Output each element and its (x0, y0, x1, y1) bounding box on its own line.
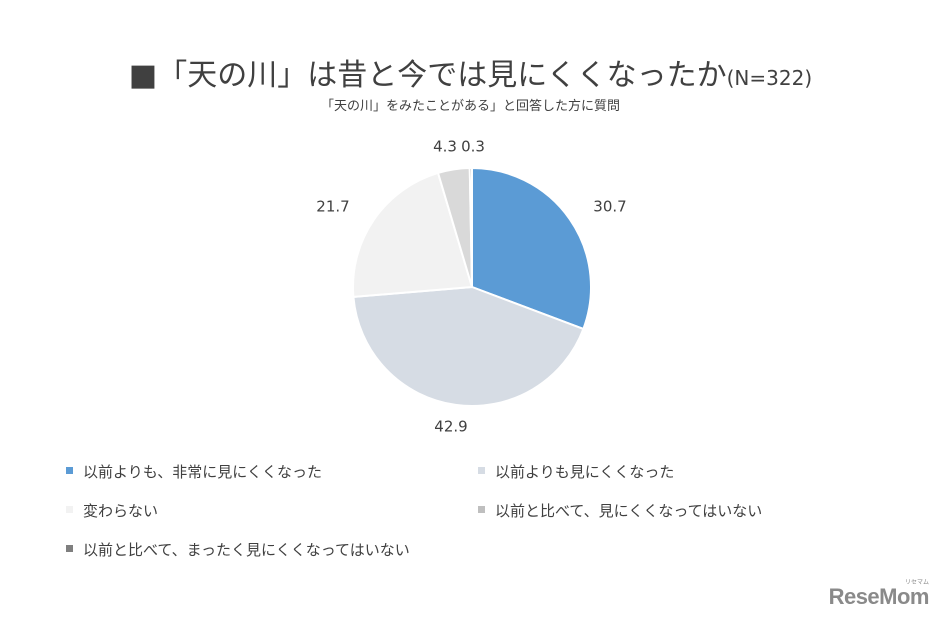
data-label-very-much-harder: 30.7 (593, 198, 626, 216)
chart-title: ■「天の川」は昔と今では見にくくなったか(N=322) (0, 58, 941, 96)
legend-label: 以前よりも見にくくなった (495, 463, 675, 481)
legend-item-very-much-harder: 以前よりも、非常に見にくくなった (66, 462, 322, 482)
legend-swatch (66, 506, 73, 513)
data-label-not-at-all-harder: 0.3 (461, 138, 485, 156)
legend-swatch (66, 467, 73, 474)
legend-label: 以前と比べて、見にくくなってはいない (495, 502, 763, 520)
legend-label: 変わらない (83, 502, 159, 520)
data-label-unchanged: 21.7 (316, 198, 349, 216)
legend-label: 以前よりも、非常に見にくくなった (83, 463, 322, 481)
logo-text: ReseMom (828, 584, 930, 609)
legend-item-harder: 以前よりも見にくくなった (478, 462, 674, 482)
data-label-harder: 42.9 (434, 418, 467, 436)
legend-item-unchanged: 変わらない (66, 501, 158, 521)
pie-slice-harder (352, 285, 585, 408)
resemom-logo: ReseMom リセマム (828, 580, 930, 610)
logo-subtext: リセマム (904, 580, 929, 586)
pie-slice-not-at-all-harder (468, 166, 473, 288)
chart-title-sample-size: (N=322) (726, 66, 813, 90)
legend-swatch (478, 506, 485, 513)
legend-swatch (66, 545, 73, 552)
legend-item-not-at-all-harder: 以前と比べて、まったく見にくくなってはいない (66, 540, 410, 560)
chart-title-text: ■「天の川」は昔と今では見にくくなったか (128, 58, 727, 93)
legend-swatch (478, 467, 485, 474)
chart-subtitle: 「天の川」をみたことがある」と回答した方に質問 (320, 99, 620, 114)
legend-item-not-harder: 以前と比べて、見にくくなってはいない (478, 501, 762, 521)
pie-slice-unchanged (352, 171, 474, 298)
legend-label: 以前と比べて、まったく見にくくなってはいない (83, 541, 410, 559)
pie-slice-very-much-harder (471, 166, 592, 331)
data-label-not-harder: 4.3 (433, 138, 457, 156)
